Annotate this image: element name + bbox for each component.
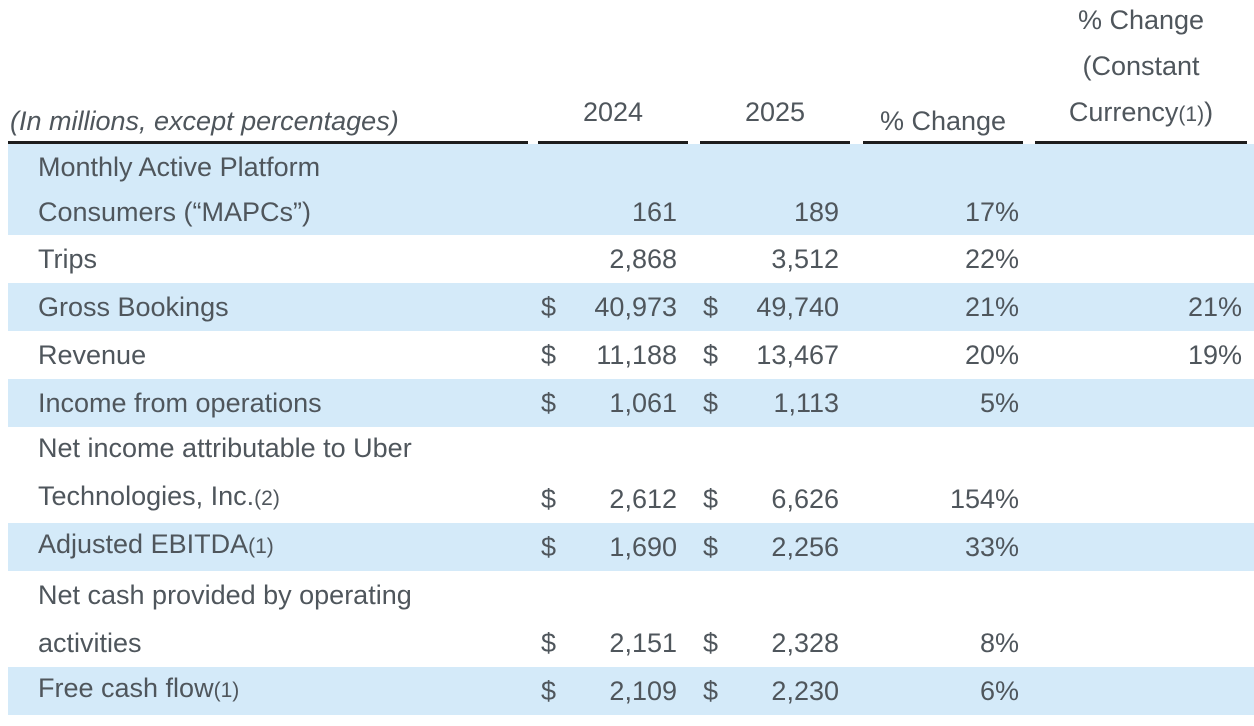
value-2024: 2,109 [609, 676, 677, 706]
header-column-2025: 2025 [700, 96, 850, 144]
value-2024-cell: $2,109 [538, 667, 688, 715]
cc-header-line3: Currency [1068, 97, 1179, 127]
header-caption: (In millions, except percentages) [8, 105, 528, 144]
value-2025: 2,256 [771, 532, 839, 562]
value-2024: 11,188 [596, 340, 677, 370]
value-2024-cell: $40,973 [538, 283, 688, 331]
value-2024: 2,612 [609, 484, 677, 514]
currency-symbol: $ [703, 532, 719, 562]
row-label: Income from operations [38, 388, 322, 418]
footnote-marker: (1) [213, 679, 240, 702]
currency-symbol: $ [703, 484, 719, 514]
header-caption-text: (In millions, except percentages) [10, 106, 399, 136]
value-2024-cell: $2,151 [538, 619, 688, 667]
value-2024: 161 [631, 197, 677, 227]
value-2025: 1,113 [773, 388, 839, 418]
pct-change-constant-currency-value: 21% [1187, 292, 1242, 322]
pct-change-value: 21% [964, 292, 1019, 322]
currency-symbol: $ [541, 292, 557, 322]
pct-change-value: 17% [964, 197, 1019, 227]
value-2025-cell: $1,113 [700, 379, 850, 427]
header-column-pct-change: % Change [863, 105, 1023, 144]
pct-change-value: 20% [964, 340, 1019, 370]
footnote-marker: (2) [254, 487, 280, 510]
value-2025-cell: $13,467 [700, 331, 850, 379]
currency-symbol: $ [703, 340, 719, 370]
value-2025: 189 [793, 197, 839, 227]
currency-symbol: $ [541, 340, 557, 370]
value-2025: 3,512 [771, 244, 839, 274]
row-label: Net cash provided by operating activities [38, 580, 412, 658]
currency-symbol: $ [541, 628, 557, 658]
currency-symbol: $ [541, 388, 557, 418]
value-2025: 2,328 [771, 628, 839, 658]
value-2024-cell: 2,868 [538, 235, 688, 283]
table-row: Revenue $11,188 $13,467 20% 19% [8, 331, 1254, 379]
pct-change-constant-currency-value: 19% [1187, 340, 1242, 370]
pct-change-value: 33% [964, 532, 1019, 562]
table-row: Net income attributable to Uber Technolog… [8, 427, 1254, 523]
row-label: Adjusted EBITDA(1) [38, 529, 274, 559]
currency-symbol: $ [541, 484, 557, 514]
footnote-marker: (1) [248, 535, 274, 558]
currency-symbol: $ [703, 628, 719, 658]
row-label: Free cash flow(1) [38, 673, 240, 703]
value-2024-cell: $11,188 [538, 331, 688, 379]
table-row: Monthly Active Platform Consumers (“MAPCs… [8, 144, 1254, 235]
currency-symbol: $ [703, 676, 719, 706]
value-2025: 6,626 [771, 484, 839, 514]
cc-header-close-paren: ) [1204, 97, 1214, 127]
pct-change-value: 6% [979, 676, 1019, 706]
table-header-row: (In millions, except percentages) 2024 2… [0, 0, 1254, 144]
value-2024: 2,151 [609, 628, 677, 658]
value-2024-cell: 161 [538, 190, 688, 235]
value-2024: 1,061 [609, 388, 677, 418]
value-2025: 13,467 [756, 340, 839, 370]
table-row: Trips 2,868 3,512 22% [8, 235, 1254, 283]
value-2025-cell: $6,626 [700, 475, 850, 523]
value-2025-cell: $2,328 [700, 619, 850, 667]
row-label: Gross Bookings [38, 292, 229, 322]
cc-header-footnote-marker: (1) [1178, 103, 1205, 126]
value-2024: 1,690 [609, 532, 677, 562]
row-label: Trips [38, 244, 97, 274]
table-row: Gross Bookings $40,973 $49,740 21% 21% [8, 283, 1254, 331]
value-2024: 40,973 [594, 292, 677, 322]
value-2024-cell: $1,061 [538, 379, 688, 427]
value-2025-cell: 3,512 [700, 235, 850, 283]
pct-change-value: 8% [979, 628, 1019, 658]
table-row: Adjusted EBITDA(1) $1,690 $2,256 33% [8, 523, 1254, 571]
currency-symbol: $ [703, 388, 719, 418]
currency-symbol: $ [703, 292, 719, 322]
cc-header-line2: (Constant [1082, 51, 1200, 81]
table-row: Net cash provided by operating activities… [8, 571, 1254, 667]
value-2025-cell: 189 [700, 190, 850, 235]
pct-change-value: 22% [964, 244, 1019, 274]
table-row: Income from operations $1,061 $1,113 5% [8, 379, 1254, 427]
value-2025: 2,230 [771, 676, 839, 706]
pct-change-value: 5% [979, 388, 1019, 418]
value-2024: 2,868 [609, 244, 677, 274]
table-row: Free cash flow(1) $2,109 $2,230 6% [8, 667, 1254, 715]
header-column-pct-change-constant-currency: % Change (Constant Currency(1)) [1035, 0, 1247, 144]
value-2025-cell: $2,256 [700, 523, 850, 571]
row-label: Monthly Active Platform Consumers (“MAPCs… [38, 152, 321, 227]
row-label: Revenue [38, 340, 147, 370]
currency-symbol: $ [541, 532, 557, 562]
value-2025-cell: $2,230 [700, 667, 850, 715]
value-2024-cell: $1,690 [538, 523, 688, 571]
currency-symbol: $ [541, 676, 557, 706]
value-2025: 49,740 [756, 292, 839, 322]
value-2025-cell: $49,740 [700, 283, 850, 331]
value-2024-cell: $2,612 [538, 475, 688, 523]
cc-header-line1: % Change [1077, 5, 1205, 35]
row-label: Net income attributable to Uber Technolog… [38, 433, 412, 511]
pct-change-value: 154% [949, 484, 1019, 514]
header-column-2024: 2024 [538, 96, 688, 144]
table-body: Monthly Active Platform Consumers (“MAPCs… [0, 144, 1254, 715]
